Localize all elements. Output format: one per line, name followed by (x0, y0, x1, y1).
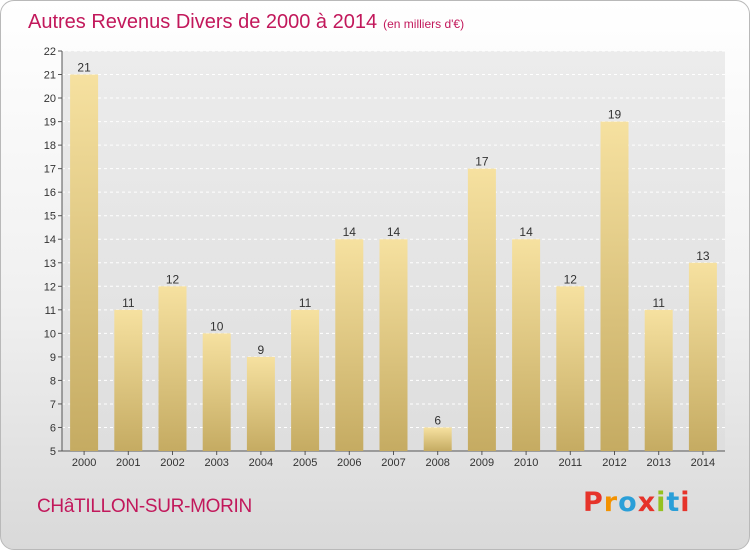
x-tick-label: 2008 (425, 457, 449, 469)
bar-2002 (158, 286, 187, 451)
x-tick-label: 2011 (558, 457, 582, 469)
x-tick-label: 2010 (514, 457, 538, 469)
chart-title-text: Autres Revenus Divers de 2000 à 2014 (28, 11, 378, 33)
bar-2014 (688, 262, 717, 451)
bar-2011 (556, 286, 585, 451)
x-tick-label: 2009 (470, 457, 494, 469)
bar-2000 (70, 74, 99, 451)
bar-2004 (246, 356, 275, 451)
x-tick-label: 2000 (72, 457, 96, 469)
y-tick-label: 16 (44, 187, 56, 199)
data-label: 11 (122, 296, 135, 310)
y-tick-label: 22 (44, 46, 56, 58)
data-label: 9 (258, 343, 265, 357)
proxiti-logo: Proxiti (583, 487, 691, 518)
data-label: 6 (434, 413, 441, 427)
data-label: 17 (475, 155, 489, 169)
x-tick-label: 2002 (160, 457, 184, 469)
bar-2001 (114, 309, 143, 451)
bar-2005 (291, 309, 320, 451)
data-label: 10 (210, 319, 224, 333)
bar-2003 (202, 333, 231, 451)
data-label: 11 (652, 296, 665, 310)
y-tick-label: 12 (44, 281, 56, 293)
y-tick-label: 10 (44, 328, 56, 340)
logo-letter: i (680, 487, 691, 518)
data-label: 12 (166, 272, 180, 286)
bar-2013 (644, 309, 673, 451)
data-label: 13 (696, 249, 710, 263)
bar-2008 (423, 427, 452, 451)
x-tick-label: 2014 (691, 457, 715, 469)
bar-2009 (467, 168, 496, 451)
data-label: 11 (299, 296, 312, 310)
y-tick-label: 5 (50, 446, 56, 458)
x-tick-label: 2005 (293, 457, 317, 469)
chart-unit: (en milliers d'€) (383, 17, 465, 31)
data-label: 21 (77, 61, 91, 75)
x-tick-label: 2012 (602, 457, 626, 469)
bar-2012 (600, 121, 629, 452)
x-tick-label: 2004 (249, 457, 273, 469)
chart-title: Autres Revenus Divers de 2000 à 2014 (en … (28, 11, 464, 34)
logo-letter: i (656, 487, 667, 518)
y-tick-label: 20 (44, 93, 56, 105)
y-tick-label: 19 (44, 117, 56, 129)
data-label: 19 (608, 108, 622, 122)
x-tick-label: 2013 (646, 457, 670, 469)
y-tick-label: 13 (44, 258, 56, 270)
y-tick-label: 21 (44, 70, 56, 82)
x-tick-label: 2003 (204, 457, 228, 469)
y-tick-label: 7 (50, 399, 56, 411)
y-tick-label: 8 (50, 375, 56, 387)
y-tick-label: 11 (45, 305, 56, 317)
bar-2007 (379, 239, 408, 451)
x-tick-label: 2001 (116, 457, 140, 469)
y-tick-label: 17 (44, 164, 56, 176)
y-tick-label: 18 (44, 140, 56, 152)
data-label: 12 (564, 272, 578, 286)
x-tick-label: 2007 (381, 457, 405, 469)
logo-letter: P (583, 487, 604, 518)
y-tick-label: 14 (44, 234, 56, 246)
logo-letter: o (618, 487, 638, 518)
data-label: 14 (387, 225, 401, 239)
bar-2006 (335, 239, 364, 451)
bar-2010 (512, 239, 541, 451)
y-tick-label: 15 (44, 211, 56, 223)
logo-letter: r (603, 487, 619, 518)
data-label: 14 (343, 225, 357, 239)
logo-letter: x (637, 487, 657, 518)
commune-name: CHâTILLON-SUR-MORIN (37, 496, 252, 517)
logo-letter: t (666, 487, 681, 518)
y-tick-label: 9 (50, 352, 56, 364)
data-label: 14 (519, 225, 533, 239)
x-tick-label: 2006 (337, 457, 361, 469)
y-tick-label: 6 (50, 422, 56, 434)
